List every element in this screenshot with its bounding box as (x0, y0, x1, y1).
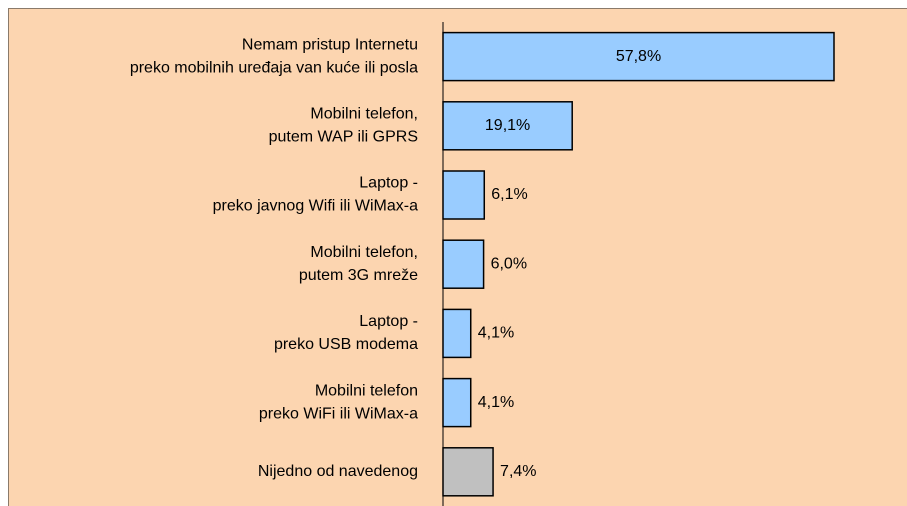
category-label: preko mobilnih uređaja van kuće ili posl… (130, 59, 418, 76)
category-label: Nijedno od navedenog (258, 463, 418, 480)
category-label: preko javnog Wifi ili WiMax-a (213, 198, 418, 215)
bar (442, 308, 472, 359)
bar (442, 239, 485, 289)
category-label: preko USB modema (274, 336, 418, 353)
category-label: Laptop - (359, 175, 418, 192)
category-label: Nemam pristup Internetu (242, 36, 418, 53)
value-label: 6,0% (491, 255, 527, 272)
bar (442, 170, 486, 220)
category-label: Mobilni telefon, (310, 244, 418, 261)
value-label: 7,4% (500, 463, 536, 480)
value-label: 57,8% (616, 48, 661, 65)
value-label: 19,1% (485, 117, 530, 134)
category-label: Laptop - (359, 313, 418, 330)
bar (442, 101, 573, 151)
bar (442, 377, 472, 428)
bar (442, 447, 494, 497)
bar (442, 31, 835, 82)
category-label: Mobilni telefon (315, 382, 418, 399)
value-label: 6,1% (491, 186, 527, 203)
category-label: preko WiFi ili WiMax-a (259, 405, 418, 422)
category-label: putem WAP ili GPRS (269, 129, 418, 146)
value-label: 4,1% (478, 325, 514, 342)
category-label: putem 3G mreže (299, 267, 418, 284)
category-label: Mobilni telefon, (310, 106, 418, 123)
value-label: 4,1% (478, 394, 514, 411)
